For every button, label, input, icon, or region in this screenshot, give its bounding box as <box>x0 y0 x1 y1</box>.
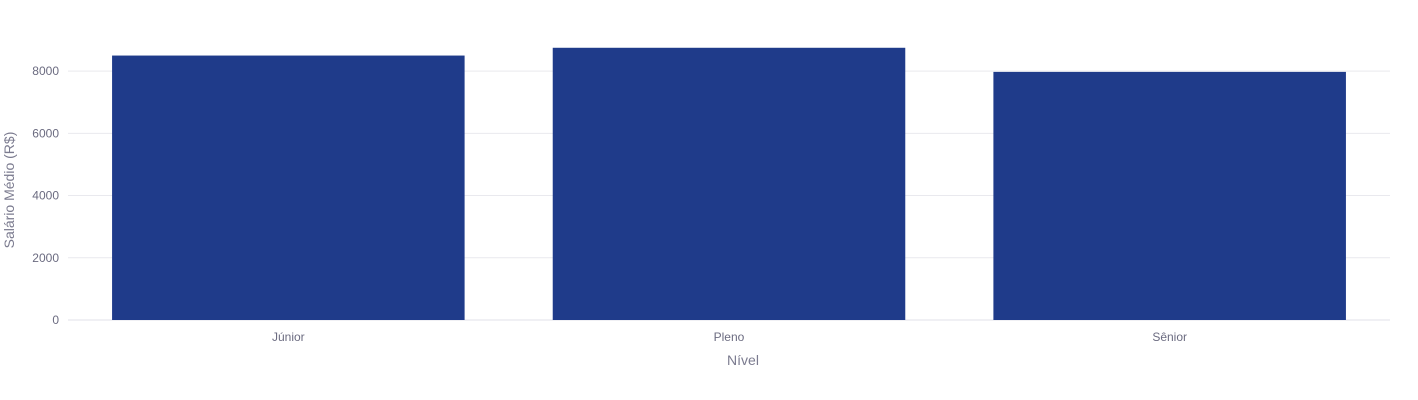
y-axis-title: Salário Médio (R$) <box>1 132 17 249</box>
x-axis-ticks: Júnior Pleno Sênior <box>272 330 1187 344</box>
y-axis-ticks: 0 2000 4000 6000 8000 <box>32 64 59 327</box>
y-tick-label: 4000 <box>32 189 59 203</box>
bar-1[interactable] <box>552 47 906 321</box>
y-tick-label: 2000 <box>32 251 59 265</box>
bar-2[interactable] <box>993 71 1346 320</box>
x-tick-label: Pleno <box>714 330 745 344</box>
y-tick-label: 6000 <box>32 126 59 140</box>
x-tick-label: Júnior <box>272 330 305 344</box>
y-tick-label: 8000 <box>32 64 59 78</box>
bars <box>112 47 1346 321</box>
x-axis-title: Nível <box>727 352 759 368</box>
y-tick-label: 0 <box>52 313 59 327</box>
x-tick-label: Sênior <box>1152 330 1187 344</box>
bar-0[interactable] <box>112 55 465 321</box>
